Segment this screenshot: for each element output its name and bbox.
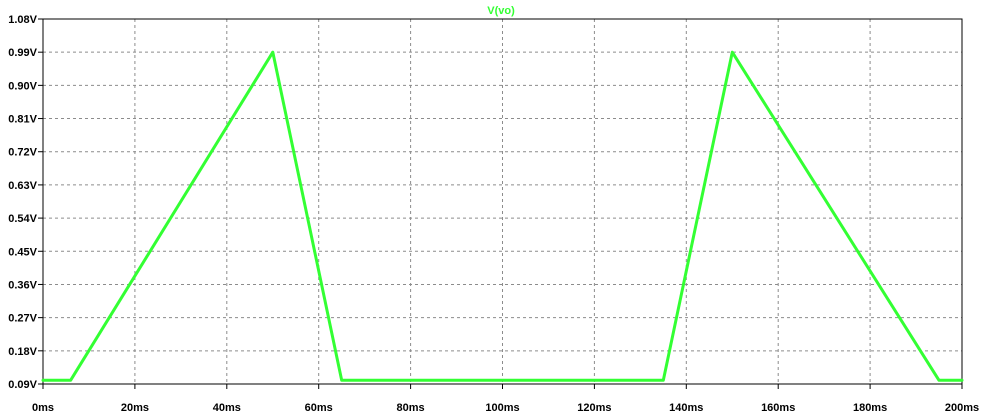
y-tick-label: 0.45V: [8, 246, 37, 258]
x-tick-labels: 0ms 20ms 40ms 60ms 80ms 100ms 120ms 140ms 160ms 1…: [32, 402, 979, 413]
x-tick-label: 160ms: [761, 402, 795, 413]
x-tick-label: 180ms: [853, 402, 887, 413]
y-tick-label: 0.90V: [8, 80, 37, 92]
x-tick-label: 200ms: [945, 402, 979, 413]
y-tick-label: 0.99V: [8, 47, 37, 59]
x-tick-label: 100ms: [485, 402, 519, 413]
x-tick-label: 60ms: [305, 402, 333, 413]
series-layer: [41, 50, 964, 382]
grid: [43, 19, 962, 384]
y-tick-label: 0.81V: [8, 114, 37, 126]
y-tick-label: 0.27V: [8, 313, 37, 325]
y-tick-label: 0.09V: [8, 379, 37, 391]
chart-title: V(vo): [487, 5, 515, 17]
y-tick-label: 0.18V: [8, 346, 37, 358]
x-tick-label: 140ms: [669, 402, 703, 413]
x-tick-label: 80ms: [397, 402, 425, 413]
x-tick-label: 120ms: [577, 402, 611, 413]
y-tick-label: 0.63V: [8, 180, 37, 192]
y-tick-labels: 0.09V 0.18V 0.27V 0.36V 0.45V 0.54V 0.63V 0.72V…: [8, 14, 37, 391]
x-tick-label: 20ms: [121, 402, 149, 413]
y-tick-label: 0.54V: [8, 213, 37, 225]
y-tick-label: 0.72V: [8, 147, 37, 159]
y-tick-label: 0.36V: [8, 279, 37, 291]
x-tick-label: 0ms: [32, 402, 54, 413]
series-line-vo: [41, 50, 964, 382]
tick-marks: [38, 18, 963, 389]
x-tick-label: 40ms: [213, 402, 241, 413]
y-tick-label: 1.08V: [8, 14, 37, 26]
